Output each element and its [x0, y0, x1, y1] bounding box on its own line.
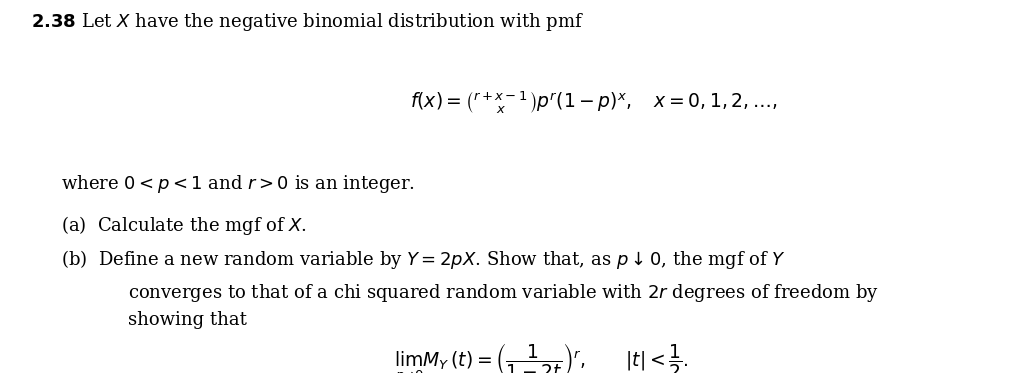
- Text: converges to that of a chi squared random variable with $2r$ degrees of freedom : converges to that of a chi squared rando…: [128, 282, 879, 304]
- Text: $\lim_{p \to 0} M_Y(t) = \left(\dfrac{1}{1-2t}\right)^r, \qquad |t| < \dfrac{1}{: $\lim_{p \to 0} M_Y(t) = \left(\dfrac{1}…: [394, 341, 689, 373]
- Text: $\mathbf{2.38}$ Let $X$ have the negative binomial distribution with pmf: $\mathbf{2.38}$ Let $X$ have the negativ…: [31, 11, 584, 33]
- Text: (a)  Calculate the mgf of $X$.: (a) Calculate the mgf of $X$.: [61, 214, 307, 238]
- Text: (b)  Define a new random variable by $Y = 2pX$. Show that, as $p \downarrow 0$, : (b) Define a new random variable by $Y =…: [61, 248, 786, 271]
- Text: showing that: showing that: [128, 311, 247, 329]
- Text: where $0 < p < 1$ and $r > 0$ is an integer.: where $0 < p < 1$ and $r > 0$ is an inte…: [61, 173, 416, 195]
- Text: $f(x) = \binom{r+x-1}{x} p^r(1-p)^x, \quad x = 0, 1, 2, \ldots,$: $f(x) = \binom{r+x-1}{x} p^r(1-p)^x, \qu…: [410, 90, 777, 116]
